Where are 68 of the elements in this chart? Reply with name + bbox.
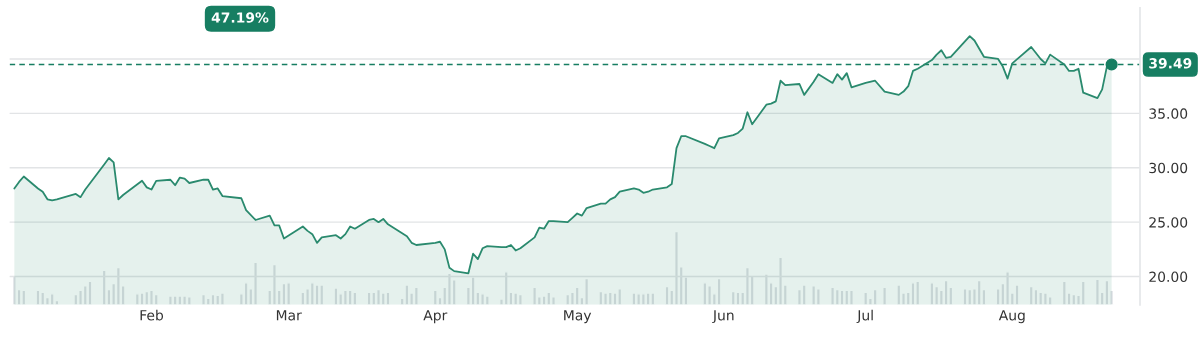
bar — [144, 290, 150, 305]
y-tick-label: 35.00 — [1149, 108, 1188, 119]
bar — [432, 289, 438, 305]
bar — [532, 286, 538, 305]
bar — [167, 295, 173, 305]
bar — [815, 288, 821, 305]
bar — [896, 284, 902, 305]
bar — [177, 295, 183, 305]
bar — [309, 282, 315, 305]
bar — [1071, 293, 1077, 305]
bar — [967, 288, 973, 305]
bar — [1080, 280, 1086, 305]
x-tick-label: Feb — [140, 309, 164, 321]
bar — [215, 294, 221, 305]
x-tick-label: Mar — [276, 310, 302, 321]
x-tick-label: Apr — [423, 310, 448, 324]
bar — [300, 291, 306, 305]
bar — [281, 282, 287, 305]
bar — [730, 290, 736, 305]
bar — [882, 286, 888, 305]
annotation: 47.19% — [211, 12, 269, 23]
bar — [801, 284, 807, 305]
bar — [371, 291, 377, 305]
bar — [863, 291, 869, 305]
bar — [915, 280, 921, 305]
bar — [1104, 279, 1110, 305]
bar — [219, 292, 225, 305]
bar — [333, 287, 339, 305]
bar — [352, 291, 358, 305]
y-tick-label: 30.00 — [1149, 162, 1188, 174]
bar — [650, 292, 656, 305]
bar — [929, 282, 935, 305]
bar — [617, 288, 623, 305]
x-tick-label: Aug — [998, 310, 1025, 324]
bar — [153, 293, 159, 305]
bar — [319, 284, 325, 305]
bar — [834, 288, 840, 305]
bar — [598, 290, 604, 305]
bar — [702, 282, 708, 305]
bar — [186, 296, 192, 305]
y-tick-label: 25.00 — [1149, 217, 1188, 228]
bar — [872, 288, 878, 305]
bar — [546, 291, 552, 305]
bar — [631, 292, 637, 305]
bar — [565, 293, 571, 305]
bar — [1047, 296, 1053, 305]
bar — [484, 295, 490, 305]
bar — [21, 289, 27, 305]
bar — [811, 285, 817, 305]
bar — [82, 285, 88, 305]
ref-line-label: 39.49 — [1149, 58, 1192, 69]
bar — [1033, 288, 1039, 305]
bar — [73, 293, 79, 305]
x-tick-label: Jun — [712, 310, 734, 324]
bar — [517, 293, 523, 305]
bar — [640, 293, 646, 305]
x-tick-label: May — [564, 310, 592, 324]
bar — [413, 286, 419, 305]
x-tick-label: Jul — [856, 309, 873, 324]
bar — [380, 292, 386, 305]
bar — [607, 291, 613, 305]
bar — [40, 291, 46, 305]
y-tick-label: 20.00 — [1149, 271, 1188, 283]
bar — [830, 286, 836, 305]
bar — [404, 284, 410, 305]
bar — [844, 289, 850, 305]
bar — [134, 293, 140, 305]
bar — [49, 293, 55, 305]
